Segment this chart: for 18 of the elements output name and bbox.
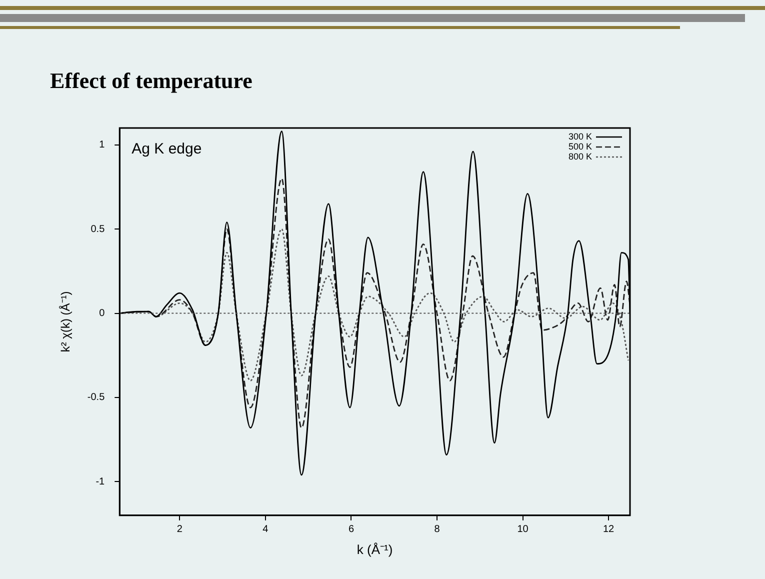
legend-label: 300 K (568, 131, 592, 142)
x-axis-title: k (Å⁻¹) (356, 542, 393, 557)
y-tick-label: -1 (96, 476, 106, 488)
legend-label: 800 K (568, 151, 592, 162)
x-tick-label: 6 (348, 524, 354, 536)
y-tick-label: 0.5 (90, 224, 106, 235)
y-axis-title: k² χ(k) (Å⁻¹) (58, 291, 73, 352)
y-tick-label: 1 (99, 140, 106, 151)
annotation: Ag K edge (132, 140, 202, 158)
legend-label: 500 K (568, 141, 592, 152)
x-tick-label: 12 (602, 524, 615, 536)
x-tick-label: 10 (517, 524, 529, 536)
y-tick-label: -0.5 (87, 392, 106, 404)
y-tick-label: 0 (99, 308, 106, 320)
chart-title: Effect of temperature (50, 68, 252, 94)
x-tick-label: 8 (434, 524, 440, 536)
x-tick-label: 4 (262, 524, 269, 536)
x-tick-label: 2 (176, 524, 183, 536)
